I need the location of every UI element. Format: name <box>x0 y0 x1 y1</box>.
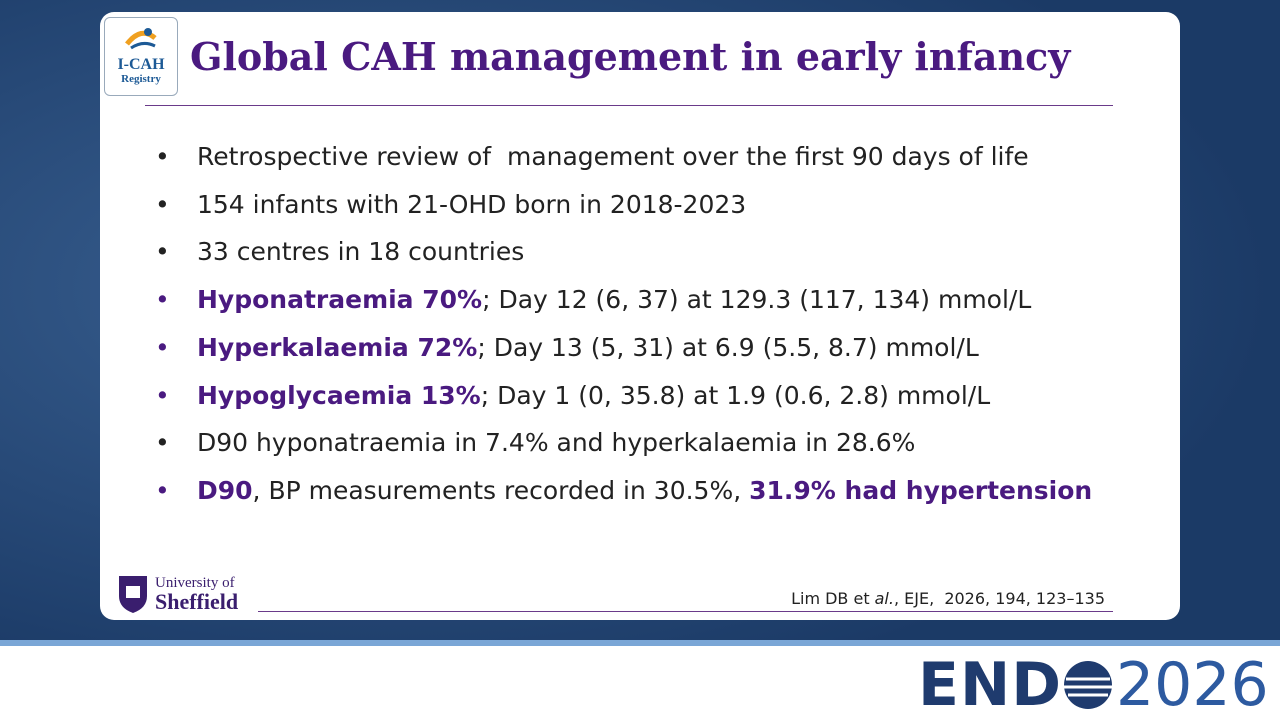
bullet-dot: • <box>155 380 170 410</box>
globe-icon <box>1064 661 1112 709</box>
university-name: Sheffield <box>155 589 239 614</box>
bullet-text: , BP measurements recorded in 30.5%, <box>252 475 750 505</box>
bullet-dot: • <box>155 142 170 171</box>
slide-title: Global CAH management in early infancy <box>190 34 1071 79</box>
university-logo: University of Sheffield <box>117 574 238 614</box>
bullet-dot: • <box>155 428 170 458</box>
year-text: 2026 <box>1116 650 1269 720</box>
bullet-dot: • <box>155 332 170 362</box>
bullet-dot: • <box>155 237 170 267</box>
citation: Lim DB et al., EJE, 2026, 194, 123–135 <box>791 589 1105 608</box>
bullet-item: • D90 hyponatraemia in 7.4% and hyperkala… <box>155 428 915 457</box>
brand-text: END <box>918 650 1063 720</box>
bullet-text: D90 hyponatraemia in 7.4% and hyperkalae… <box>197 428 916 458</box>
bullet-text: Hypoglycaemia 13% <box>197 380 481 410</box>
bullet-dot: • <box>155 285 170 315</box>
bullet-item: • Hypoglycaemia 13%; Day 1 (0, 35.8) at 1… <box>155 381 990 410</box>
bullet-text: Hyperkalaemia 72% <box>197 332 478 362</box>
slide-card <box>100 12 1180 620</box>
title-rule <box>145 105 1113 106</box>
crest <box>119 576 147 613</box>
bullet-item: • D90, BP measurements recorded in 30.5%,… <box>155 476 1092 505</box>
bullet-text: Retrospective review of management over … <box>197 142 1029 171</box>
bullet-text: ; Day 12 (6, 37) at 129.3 (117, 134) mmo… <box>482 285 1032 315</box>
bullet-text: D90 <box>197 475 253 505</box>
bullet-item: • Hyperkalaemia 72%; Day 13 (5, 31) at 6.… <box>155 333 979 362</box>
logo-icon <box>125 28 157 50</box>
citation-part: , EJE, 2026, 194, 123–135 <box>893 589 1105 608</box>
footer-rule <box>258 611 1113 612</box>
bullet-item: • Retrospective review of management over… <box>155 142 1029 171</box>
university-line: University of <box>155 575 235 591</box>
bullet-item: • 33 centres in 18 countries <box>155 237 524 266</box>
bullet-dot: • <box>155 189 170 219</box>
bullet-text: ; Day 13 (5, 31) at 6.9 (5.5, 8.7) mmol/… <box>477 332 979 362</box>
bullet-text: ; Day 1 (0, 35.8) at 1.9 (0.6, 2.8) mmol… <box>480 380 991 410</box>
bullet-item: • Hyponatraemia 70%; Day 12 (6, 37) at 12… <box>155 285 1031 314</box>
bullet-text: 154 infants with 21-OHD born in 2018-202… <box>197 189 747 219</box>
registry-logo: I-CAH Registry <box>104 17 178 96</box>
citation-part: al. <box>874 589 894 608</box>
bullet-item: • 154 infants with 21-OHD born in 2018-20… <box>155 190 746 219</box>
bullet-text: 31.9% had hypertension <box>749 475 1093 505</box>
bullet-text: 33 centres in 18 countries <box>197 237 525 267</box>
citation-part: Lim DB et <box>791 589 870 608</box>
bullet-dot: • <box>155 475 170 505</box>
logo-text: I-CAH <box>117 56 165 73</box>
logo-subtext: Registry <box>121 73 161 85</box>
bullet-text: Hyponatraemia 70% <box>197 285 483 315</box>
